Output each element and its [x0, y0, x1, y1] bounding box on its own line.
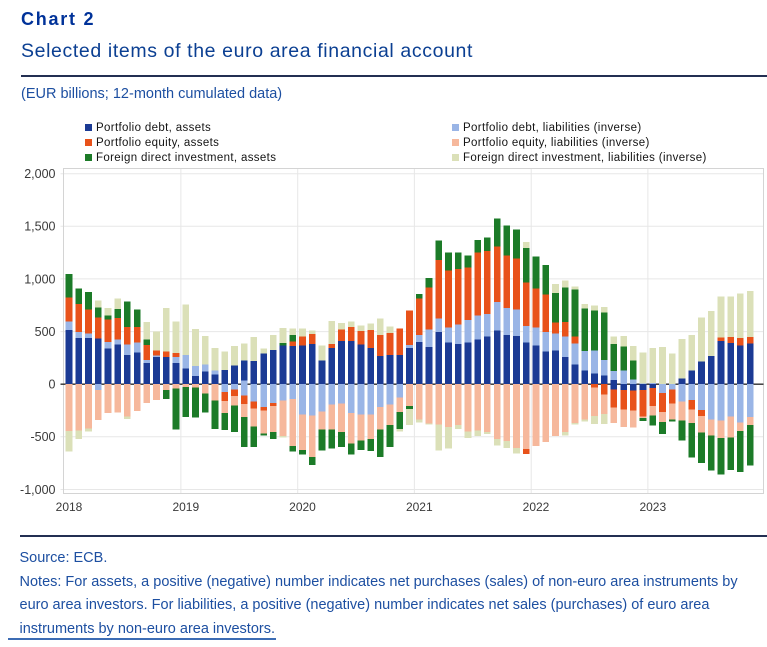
svg-text:2020: 2020 [289, 500, 316, 514]
svg-text:500: 500 [35, 325, 56, 339]
svg-text:0: 0 [49, 378, 56, 392]
svg-text:1,000: 1,000 [24, 272, 55, 286]
svg-text:2022: 2022 [523, 500, 550, 514]
svg-text:2019: 2019 [172, 500, 199, 514]
svg-text:2021: 2021 [406, 500, 433, 514]
svg-text:1,500: 1,500 [24, 220, 55, 234]
svg-text:-1,000: -1,000 [20, 483, 55, 497]
svg-text:2023: 2023 [639, 500, 666, 514]
svg-text:2018: 2018 [56, 500, 83, 514]
svg-text:-500: -500 [30, 430, 55, 444]
svg-text:2,000: 2,000 [24, 167, 55, 181]
